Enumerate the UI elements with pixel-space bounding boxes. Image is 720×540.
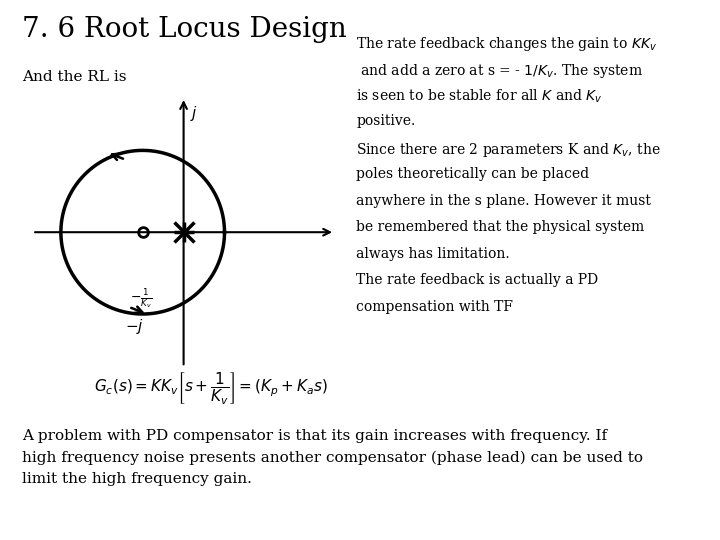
Text: high frequency noise presents another compensator (phase lead) can be used to: high frequency noise presents another co… [22, 451, 643, 465]
Text: positive.: positive. [356, 114, 415, 129]
Text: $j$: $j$ [190, 104, 198, 123]
Text: compensation with TF: compensation with TF [356, 300, 513, 314]
Text: limit the high frequency gain.: limit the high frequency gain. [22, 472, 251, 487]
Text: $G_c(s) = KK_v\left[s + \dfrac{1}{K_v}\right] = (K_p + K_a s)$: $G_c(s) = KK_v\left[s + \dfrac{1}{K_v}\r… [94, 370, 328, 406]
Text: is seen to be stable for all $K$ and $K_v$: is seen to be stable for all $K$ and $K_… [356, 88, 603, 105]
Text: $-j$: $-j$ [125, 317, 144, 336]
Text: be remembered that the physical system: be remembered that the physical system [356, 220, 644, 234]
Text: A problem with PD compensator is that its gain increases with frequency. If: A problem with PD compensator is that it… [22, 429, 607, 443]
Text: $-\frac{1}{K_v}$: $-\frac{1}{K_v}$ [130, 288, 152, 311]
Text: The rate feedback is actually a PD: The rate feedback is actually a PD [356, 273, 598, 287]
Text: and add a zero at s = - $1/K_v$. The system: and add a zero at s = - $1/K_v$. The sys… [356, 62, 644, 79]
Text: always has limitation.: always has limitation. [356, 247, 510, 261]
Text: poles theoretically can be placed: poles theoretically can be placed [356, 167, 590, 181]
Text: anywhere in the s plane. However it must: anywhere in the s plane. However it must [356, 194, 652, 208]
Text: Since there are 2 parameters K and $K_v$, the: Since there are 2 parameters K and $K_v$… [356, 141, 661, 159]
Text: And the RL is: And the RL is [22, 70, 126, 84]
Text: The rate feedback changes the gain to $KK_v$: The rate feedback changes the gain to $K… [356, 35, 657, 53]
Text: 7. 6 Root Locus Design: 7. 6 Root Locus Design [22, 16, 346, 43]
